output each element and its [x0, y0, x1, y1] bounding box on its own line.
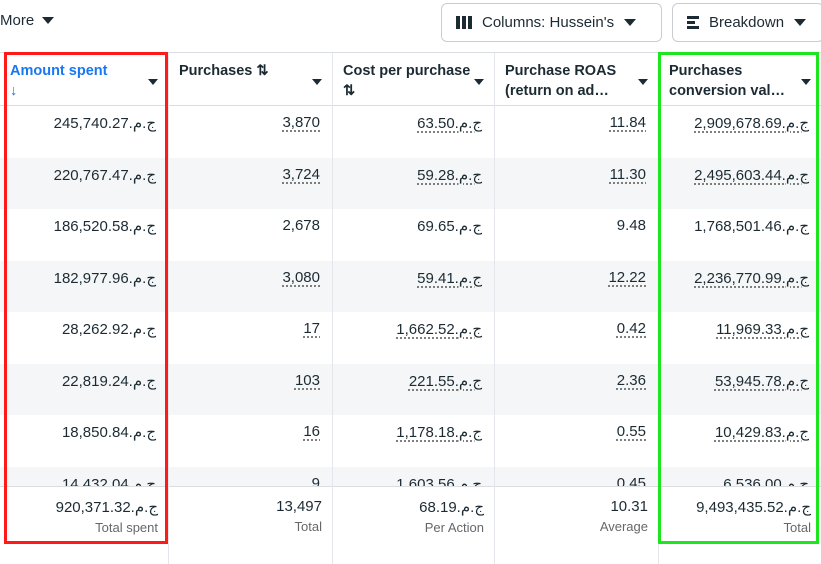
- table-cell: 1,603.56.ج.م: [333, 466, 494, 486]
- table-cell: 0.45: [495, 466, 658, 486]
- chevron-down-icon[interactable]: [801, 79, 811, 85]
- more-button[interactable]: More: [0, 12, 55, 29]
- columns-button[interactable]: Columns: Hussein's: [441, 3, 662, 42]
- results-table: Amount spent ↓ 245,740.27.ج.م 220,767.47…: [0, 52, 821, 564]
- table-cell[interactable]: 3,724: [169, 157, 332, 209]
- header-cost-per-purchase[interactable]: Cost per purchase ⇅: [333, 53, 494, 106]
- table-cell[interactable]: 10,429.83.ج.م: [714, 424, 809, 441]
- table-cell[interactable]: 63.50.ج.م: [417, 115, 482, 132]
- table-cell[interactable]: 12.22: [495, 260, 658, 312]
- header-label: Amount spent: [10, 63, 108, 79]
- total-cell: 9,493,435.52.ج.م Total: [659, 486, 821, 564]
- total-label: Total: [783, 520, 811, 535]
- toolbar: More Columns: Hussein's Breakdown: [0, 0, 821, 46]
- table-cell[interactable]: 0.42: [616, 320, 646, 337]
- column-purchases: Purchases ⇅ 3,870 3,724 2,678 3,080 17 1…: [168, 53, 332, 564]
- header-conversion-value[interactable]: Purchases conversion val…: [659, 53, 821, 106]
- table-cell[interactable]: 103: [169, 363, 332, 415]
- columns-label: Columns: Hussein's: [482, 14, 615, 31]
- table-cell: 28,262.92.ج.م: [61, 321, 156, 338]
- table-cell[interactable]: 1,178.18.ج.م: [396, 424, 482, 441]
- chevron-down-icon: [42, 17, 55, 24]
- header-label: Purchases conversion val…: [669, 63, 786, 99]
- header-purchases[interactable]: Purchases ⇅: [169, 53, 332, 106]
- breakdown-icon: [687, 16, 699, 29]
- table-cell[interactable]: 2,236,770.99.ج.م: [659, 260, 821, 312]
- total-label: Total spent: [95, 520, 158, 535]
- column-amount-spent: Amount spent ↓ 245,740.27.ج.م 220,767.47…: [0, 53, 168, 564]
- header-label: Cost per purchase ⇅: [343, 63, 471, 99]
- table-cell: 69.65.ج.م: [417, 218, 482, 235]
- total-label: Per Action: [424, 520, 484, 535]
- table-cell: 18,850.84.ج.م: [61, 424, 156, 441]
- column-cost-per-purchase: Cost per purchase ⇅ 63.50.ج.م 59.28.ج.م …: [332, 53, 494, 564]
- header-label: Purchases ⇅: [179, 63, 269, 79]
- column-conversion-value: Purchases conversion val… 2,909,678.69.ج…: [658, 53, 821, 564]
- total-value: 13,497: [276, 498, 322, 515]
- total-cell: 10.31 Average: [495, 486, 658, 564]
- table-cell[interactable]: 2.36: [495, 363, 658, 415]
- table-cell[interactable]: 59.28.ج.م: [333, 157, 494, 209]
- total-cell: 920,371.32.ج.م Total spent: [0, 486, 168, 564]
- breakdown-button[interactable]: Breakdown: [672, 3, 821, 42]
- columns-icon: [456, 16, 472, 29]
- sort-arrow-icon: ↓: [10, 83, 18, 99]
- table-cell[interactable]: 11.30: [495, 157, 658, 209]
- total-value: 10.31: [610, 498, 648, 515]
- header-amount-spent[interactable]: Amount spent ↓: [0, 53, 168, 106]
- table-cell: 245,740.27.ج.م: [53, 115, 156, 132]
- table-cell: 9: [169, 466, 332, 486]
- header-label: Purchase ROAS (return on ad…: [505, 63, 617, 99]
- table-cell[interactable]: 0.55: [616, 423, 646, 440]
- table-cell: 22,819.24.ج.م: [0, 363, 168, 415]
- chevron-down-icon[interactable]: [148, 79, 158, 85]
- header-purchase-roas[interactable]: Purchase ROAS (return on ad…: [495, 53, 658, 106]
- table-cell: 6,536.00.ج.م: [659, 466, 821, 486]
- table-cell: 220,767.47.ج.م: [0, 157, 168, 209]
- table-cell[interactable]: 17: [303, 320, 320, 337]
- table-cell[interactable]: 3,080: [169, 260, 332, 312]
- table-cell[interactable]: 2,495,603.44.ج.م: [659, 157, 821, 209]
- table-cell: 186,520.58.ج.م: [53, 218, 156, 235]
- table-cell[interactable]: 16: [303, 423, 320, 440]
- total-value: 68.19.ج.م: [419, 499, 484, 516]
- chevron-down-icon[interactable]: [474, 79, 484, 85]
- table-cell[interactable]: 221.55.ج.م: [333, 363, 494, 415]
- table-cell: 14,432.04.ج.م: [0, 466, 168, 486]
- chevron-down-icon[interactable]: [638, 79, 648, 85]
- total-value: 9,493,435.52.ج.م: [696, 499, 811, 516]
- table-cell[interactable]: 2,909,678.69.ج.م: [694, 115, 809, 132]
- table-cell[interactable]: 11,969.33.ج.م: [716, 321, 809, 338]
- total-value: 920,371.32.ج.م: [55, 499, 158, 516]
- total-cell: 13,497 Total: [169, 486, 332, 564]
- table-cell: 182,977.96.ج.م: [0, 260, 168, 312]
- table-cell[interactable]: 59.41.ج.م: [333, 260, 494, 312]
- table-cell[interactable]: 1,662.52.ج.م: [396, 321, 482, 338]
- breakdown-label: Breakdown: [709, 14, 785, 31]
- total-label: Average: [599, 519, 648, 534]
- table-cell: 1,768,501.46.ج.م: [694, 218, 809, 235]
- table-cell: 2,678: [282, 217, 320, 234]
- chevron-down-icon[interactable]: [312, 79, 322, 85]
- more-label: More: [0, 12, 35, 29]
- chevron-down-icon: [794, 19, 807, 26]
- table-cell[interactable]: 3,870: [282, 114, 320, 131]
- table-cell[interactable]: 53,945.78.ج.م: [659, 363, 821, 415]
- table-cell: 9.48: [616, 217, 646, 234]
- column-purchase-roas: Purchase ROAS (return on ad… 11.84 11.30…: [494, 53, 658, 564]
- table-cell[interactable]: 11.84: [609, 114, 646, 131]
- total-cell: 68.19.ج.م Per Action: [333, 486, 494, 564]
- total-label: Total: [294, 519, 322, 534]
- chevron-down-icon: [624, 19, 637, 26]
